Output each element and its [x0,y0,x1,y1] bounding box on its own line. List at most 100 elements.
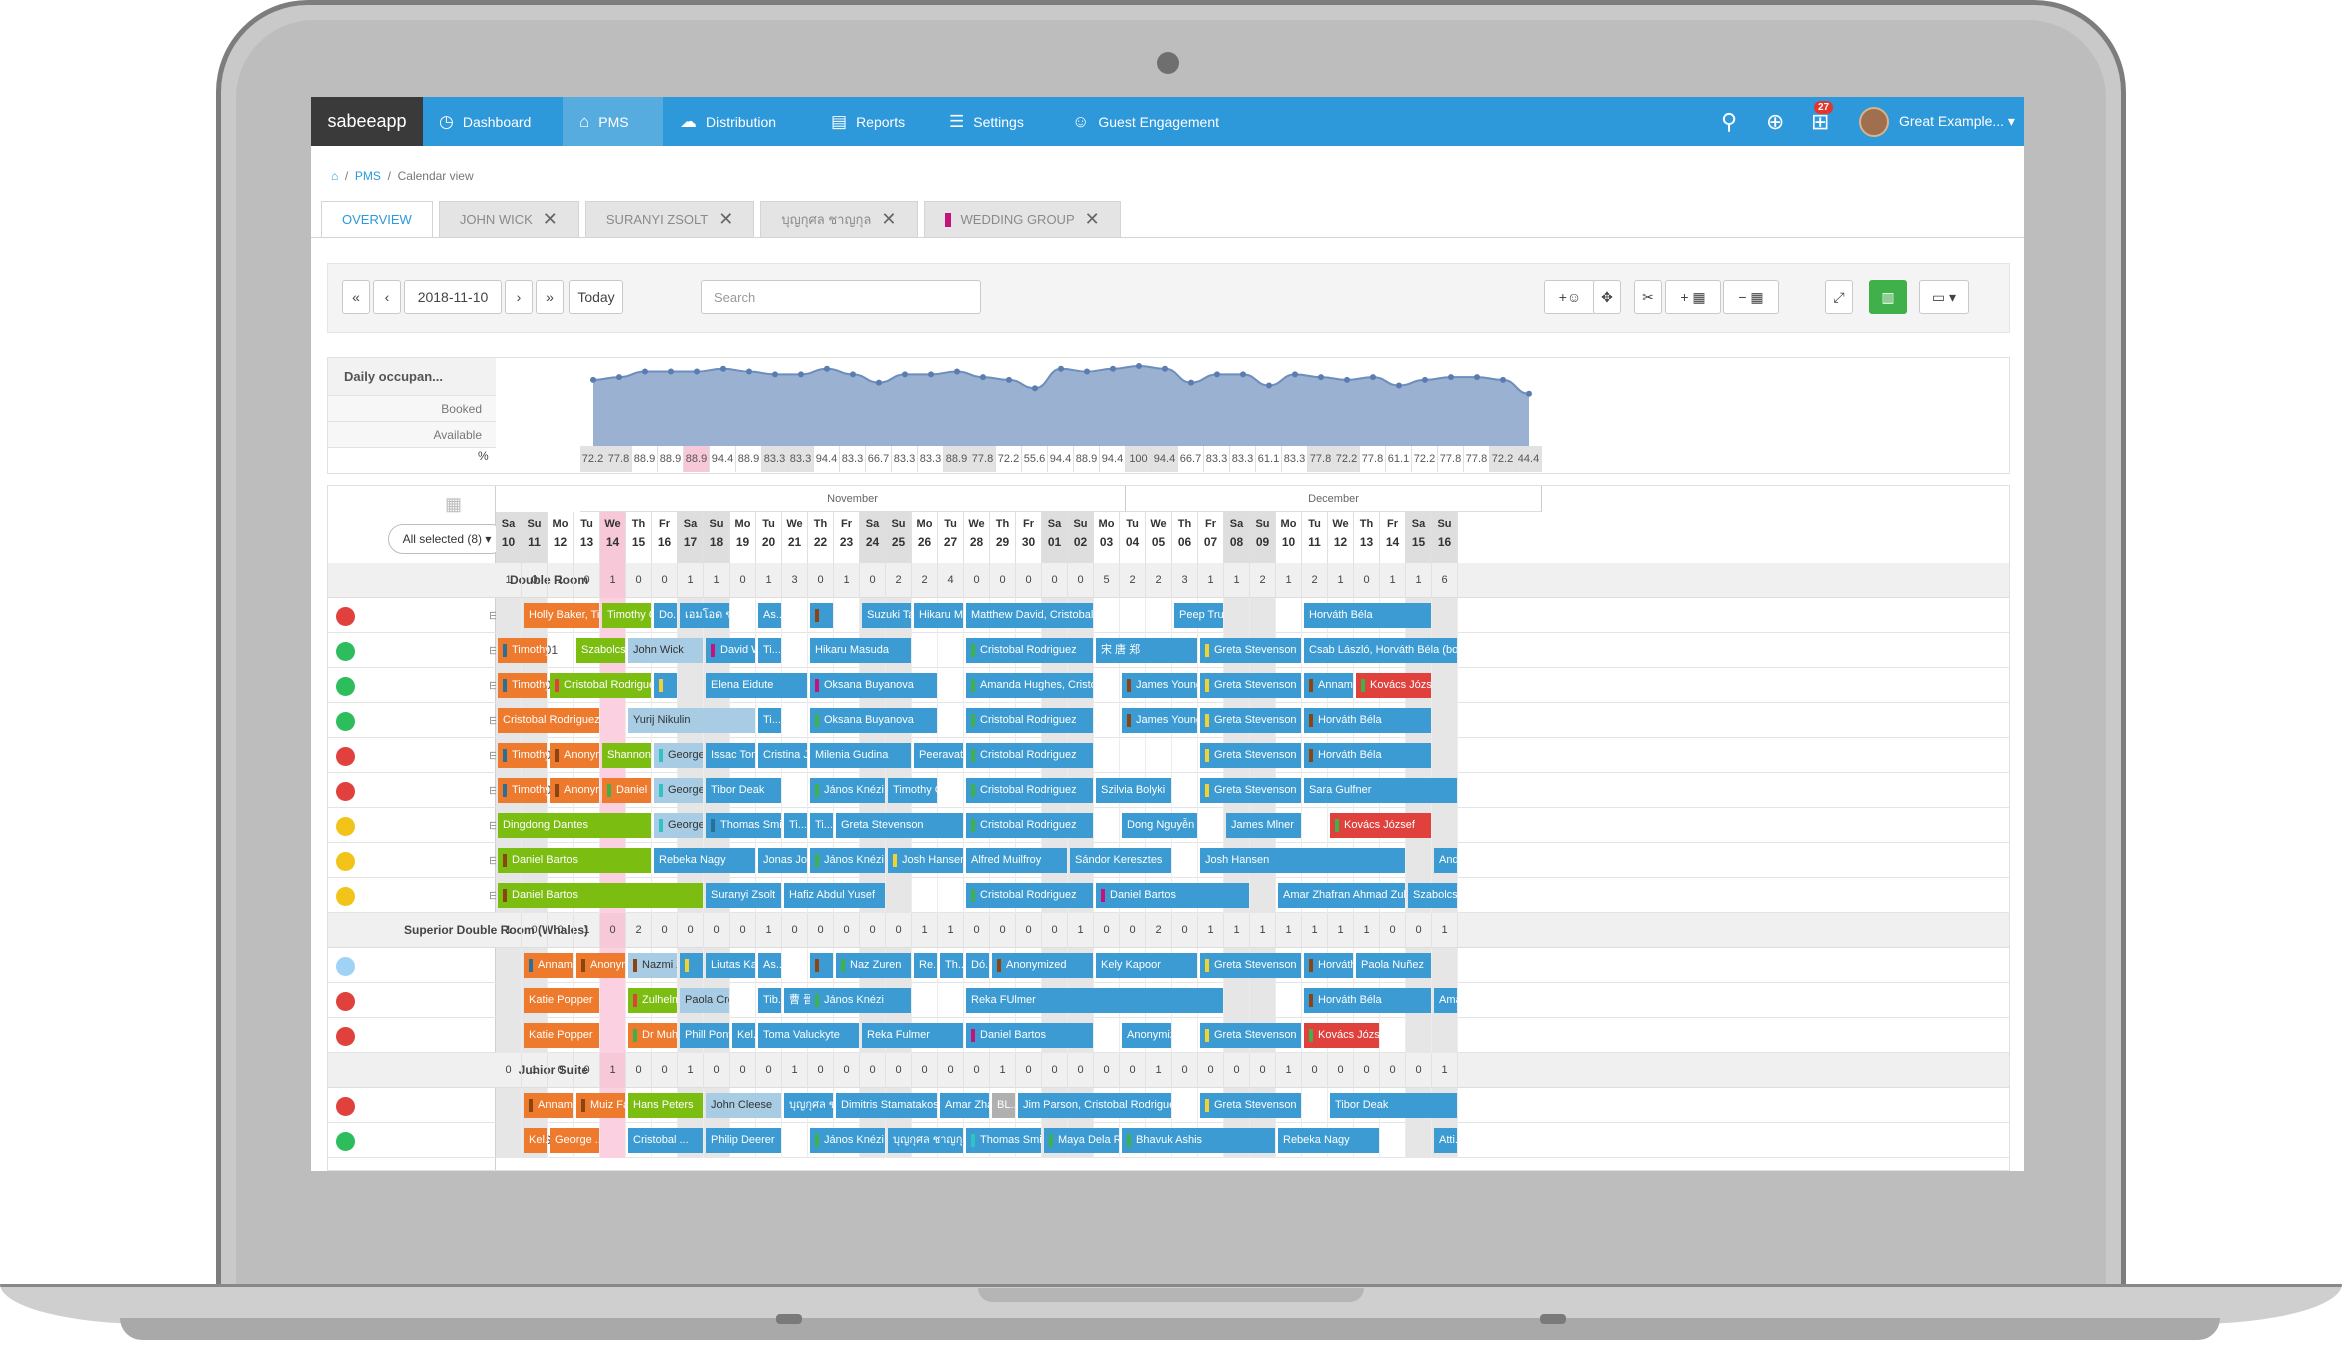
calendar-cell[interactable] [1276,983,1302,1018]
calendar-cell[interactable] [1094,1018,1120,1053]
booking-bar[interactable] [654,673,677,698]
calendar-cell[interactable] [1146,843,1172,878]
booking-bar[interactable]: Cristobal Rodriguez [966,638,1093,663]
calendar-cell[interactable] [496,598,522,633]
calendar-cell[interactable] [1172,703,1198,738]
calendar-cell[interactable] [938,1018,964,1053]
room-status-dot[interactable] [336,887,355,906]
booking-bar[interactable]: Greta Stevenson [1200,1093,1301,1118]
booking-bar[interactable]: János Knézi [810,848,885,873]
booking-bar[interactable]: Maya Dela Ros... [1044,1128,1119,1153]
booking-bar[interactable]: Josh Hansen [888,848,963,873]
booking-bar[interactable]: Hikaru Masuda [810,638,911,663]
booking-bar[interactable]: Anonymized [992,953,1093,978]
calendar-cell[interactable] [1094,808,1120,843]
calendar-cell[interactable] [574,773,600,808]
booking-bar[interactable]: Horváth Béla [1304,988,1431,1013]
calendar-cell[interactable] [1094,738,1120,773]
calendar-cell[interactable] [782,703,808,738]
calendar-cell[interactable] [652,948,678,983]
calendar-cell[interactable] [1250,598,1276,633]
booking-bar[interactable]: Kel... [524,1128,547,1153]
calendar-cell[interactable] [912,983,938,1018]
booking-bar[interactable]: Re... [914,953,937,978]
booking-bar[interactable]: Greta Stevenson [1200,953,1301,978]
booking-bar[interactable]: Tib... [758,988,781,1013]
day-header-cell[interactable]: Tu 11 [1302,512,1328,563]
booking-bar[interactable]: Cristobal Rodriguez [498,708,599,733]
day-header-cell[interactable]: Fr 16 [652,512,678,563]
calendar-cell[interactable] [1432,668,1458,703]
calendar-cell[interactable] [1094,598,1120,633]
booking-bar[interactable]: Milenia Gudina [810,743,911,768]
calendar-cell[interactable] [1354,1018,1380,1053]
day-header-cell[interactable]: Fr 07 [1198,512,1224,563]
booking-bar[interactable]: Reka Fulmer [862,1023,963,1048]
booking-bar[interactable]: Daniel Bartos [498,883,703,908]
booking-bar[interactable]: Dó... [966,953,989,978]
calendar-view-icon[interactable]: ▭ ▾ [1919,280,1969,314]
booking-bar[interactable]: Annamá... [524,1093,573,1118]
booking-bar[interactable]: Sándor Keresztes [1070,848,1171,873]
booking-bar[interactable]: As... [758,603,781,628]
nav-settings[interactable]: ☰ Settings [933,97,1040,146]
calendar-cell[interactable] [938,633,964,668]
day-header-cell[interactable]: Su 02 [1068,512,1094,563]
day-header-cell[interactable]: Sa 24 [860,512,886,563]
booking-bar[interactable] [810,953,833,978]
calendar-cell[interactable] [730,703,756,738]
booking-bar[interactable]: Zulhelm... [628,988,677,1013]
day-header-cell[interactable]: We 21 [782,512,808,563]
calendar-cell[interactable] [1432,598,1458,633]
booking-bar[interactable]: Suranyi Zsolt [706,883,781,908]
jump-back-icon[interactable]: « [342,280,370,314]
calendar-cell[interactable] [938,668,964,703]
calendar-cell[interactable] [1432,738,1458,773]
calendar-cell[interactable] [938,1123,964,1158]
app-logo[interactable]: sabeeapp [311,97,423,146]
day-header-cell[interactable]: Fr 23 [834,512,860,563]
day-header-cell[interactable]: Sa 08 [1224,512,1250,563]
calendar-cell[interactable] [1432,703,1458,738]
booking-bar[interactable]: Thomas Smith [706,813,781,838]
calendar-cell[interactable] [1406,1018,1432,1053]
booking-bar[interactable]: Horváth Béla [1304,603,1431,628]
calendar-cell[interactable] [626,738,652,773]
booking-bar[interactable]: Timothy G... [888,778,937,803]
calendar-cell[interactable] [1172,948,1198,983]
add-rooms-icon[interactable]: + ▦ [1665,280,1721,314]
room-status-dot[interactable] [336,712,355,731]
booking-bar[interactable]: บุญกุศล ชาญกุล [888,1128,963,1153]
calendar-cell[interactable] [1172,1088,1198,1123]
booking-bar[interactable]: Philip Deerer [706,1128,781,1153]
calendar-cell[interactable] [1276,668,1302,703]
calendar-cell[interactable] [496,1088,522,1123]
calendar-cell[interactable] [574,703,600,738]
booking-bar[interactable]: Kovács József [1330,813,1431,838]
calendar-cell[interactable] [756,1123,782,1158]
booking-bar[interactable]: Atti... [1434,1128,1457,1153]
booking-bar[interactable]: János Knézi [810,988,911,1013]
remove-rooms-icon[interactable]: − ▦ [1723,280,1779,314]
calendar-cell[interactable] [938,983,964,1018]
booking-bar[interactable]: Thomas Smith [966,1128,1041,1153]
calendar-cell[interactable] [1172,633,1198,668]
calendar-cell[interactable] [496,1123,522,1158]
calendar-cell[interactable] [834,1018,860,1053]
day-header-cell[interactable]: We 12 [1328,512,1354,563]
booking-bar[interactable]: Timothy... [498,638,547,663]
calendar-cell[interactable] [938,703,964,738]
scissors-icon[interactable]: ✂ [1634,280,1662,314]
calendar-cell[interactable] [782,773,808,808]
calendar-cell[interactable] [1276,598,1302,633]
calendar-cell[interactable] [912,773,938,808]
add-icon[interactable]: ⊕ [1766,108,1785,134]
calendar-cell[interactable] [1224,983,1250,1018]
booking-bar[interactable]: Amar Zhaf... [940,1093,989,1118]
jump-forward-icon[interactable]: » [536,280,564,314]
calendar-cell[interactable] [600,983,626,1018]
calendar-cell[interactable] [652,668,678,703]
booking-bar[interactable]: Dimitris Stamatakos [836,1093,937,1118]
calendar-cell[interactable] [626,808,652,843]
room-status-dot[interactable] [336,1132,355,1151]
